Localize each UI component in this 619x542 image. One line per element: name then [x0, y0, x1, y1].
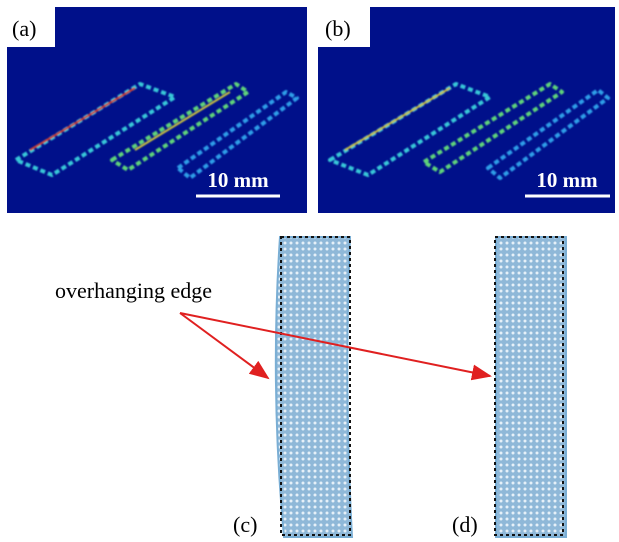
annotation: overhanging edge [55, 278, 212, 303]
panel-label: (d) [452, 512, 478, 537]
scale-label: 10 mm [536, 168, 598, 192]
figure: (a) 10 mm (b) 10 mm (c) (d) overhanging … [0, 0, 619, 542]
scale-label: 10 mm [207, 168, 269, 192]
panel-label: (b) [325, 16, 351, 41]
panel-label: (a) [12, 16, 36, 41]
panel-d: (d) [452, 237, 566, 537]
panel-b: (b) 10 mm [318, 7, 615, 213]
panel-label: (c) [233, 512, 257, 537]
panel-c: (c) [233, 237, 352, 537]
panel-a: (a) 10 mm [7, 7, 307, 213]
